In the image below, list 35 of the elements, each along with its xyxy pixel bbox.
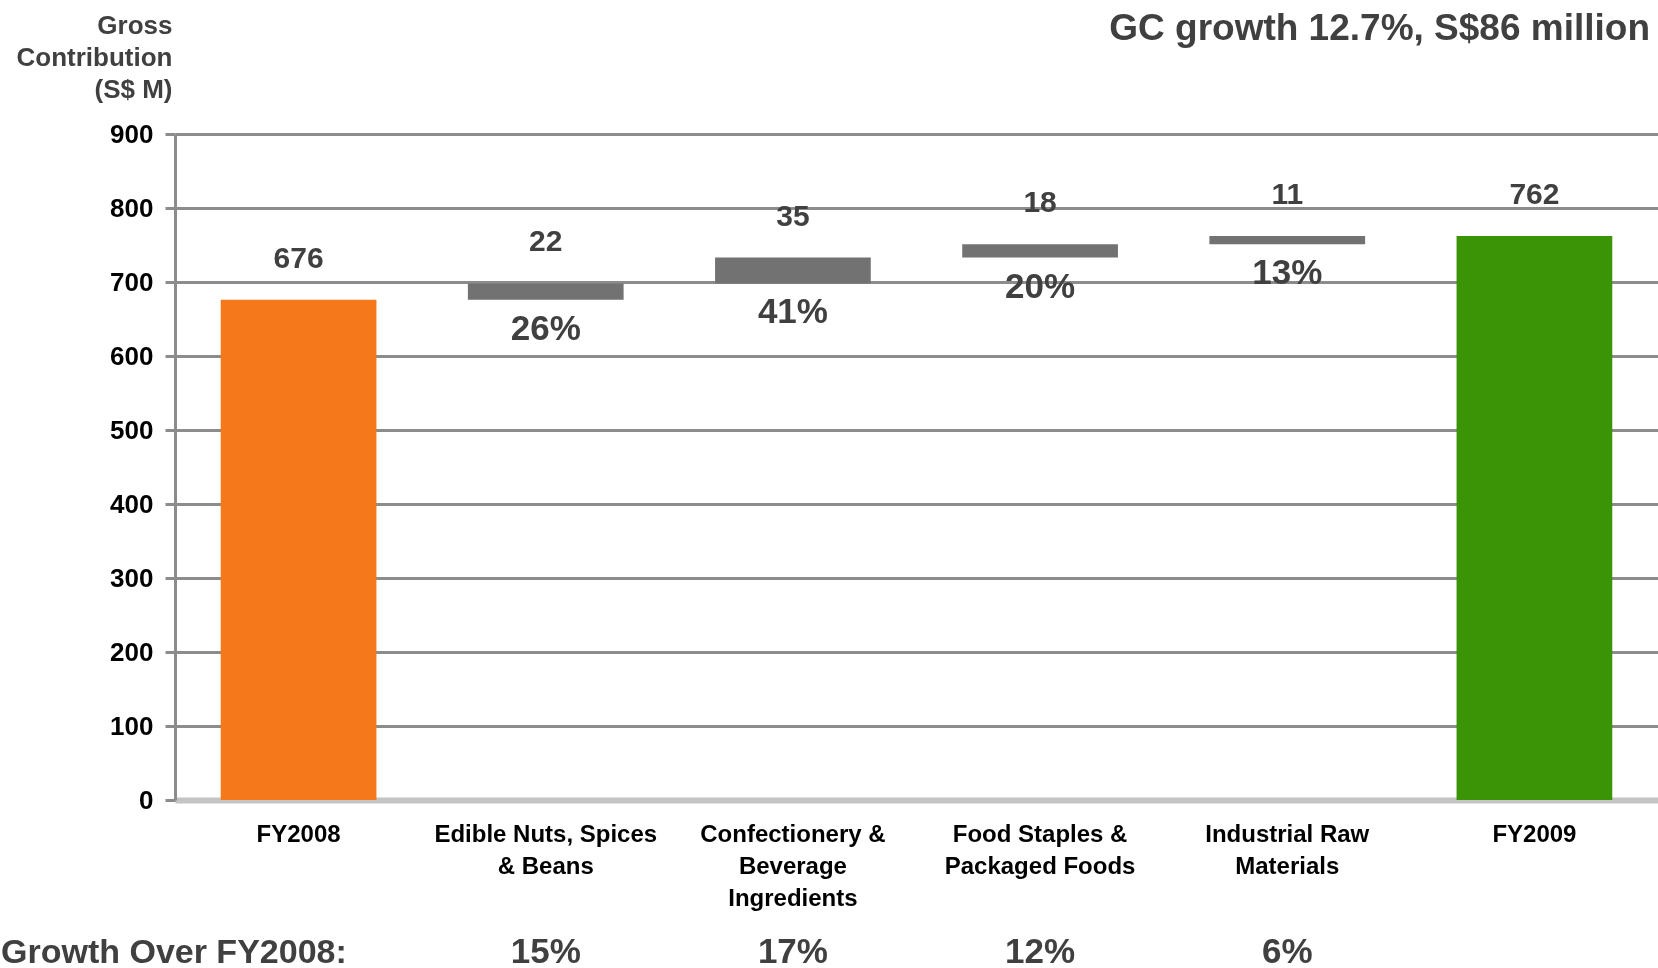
bar [220, 299, 377, 800]
bar [1209, 236, 1366, 245]
bar [962, 244, 1118, 258]
bar [1456, 236, 1613, 800]
x-tick-label: Industrial Raw Materials [1205, 819, 1370, 879]
bar [467, 283, 624, 300]
bar [715, 257, 871, 284]
y-tick-label: 200 [110, 636, 154, 667]
y-tick-label: 700 [110, 266, 154, 297]
chart-title: GC growth 12.7%, S$86 million [1109, 7, 1650, 48]
x-tick-label: FY2008 [256, 819, 341, 847]
y-tick-label: 300 [110, 562, 154, 593]
text: Growth Over FY2008: [1, 932, 347, 968]
text: 17% [757, 931, 828, 968]
data-label: 762 [1509, 177, 1560, 211]
x-tick-label: Confectionery & Beverage Ingredients [700, 819, 886, 911]
x-tick-label: Edible Nuts, Spices & Beans [434, 819, 658, 879]
y-tick-label: 400 [110, 488, 154, 519]
y-tick-label: 900 [110, 118, 154, 149]
y-tick-label: 100 [110, 710, 154, 741]
y-tick-label: 600 [110, 340, 154, 371]
y-tick-label: 500 [110, 414, 154, 445]
x-tick-label: Food Staples & Packaged Foods [944, 819, 1136, 879]
x-tick-label: FY2009 [1492, 819, 1577, 847]
data-label: 676 [273, 240, 324, 274]
text: 12% [1005, 931, 1076, 968]
data-label: 22 [529, 224, 563, 258]
annotation: 41% [757, 291, 828, 331]
y-axis-title: Gross Contribution (S$ M) [16, 9, 173, 104]
y-tick-label: 800 [110, 192, 154, 223]
text: 15% [510, 931, 581, 968]
annotation: 26% [510, 307, 581, 347]
y-tick-label: 0 [139, 784, 154, 815]
text: 6% [1261, 931, 1313, 968]
data-label: 11 [1271, 177, 1304, 211]
